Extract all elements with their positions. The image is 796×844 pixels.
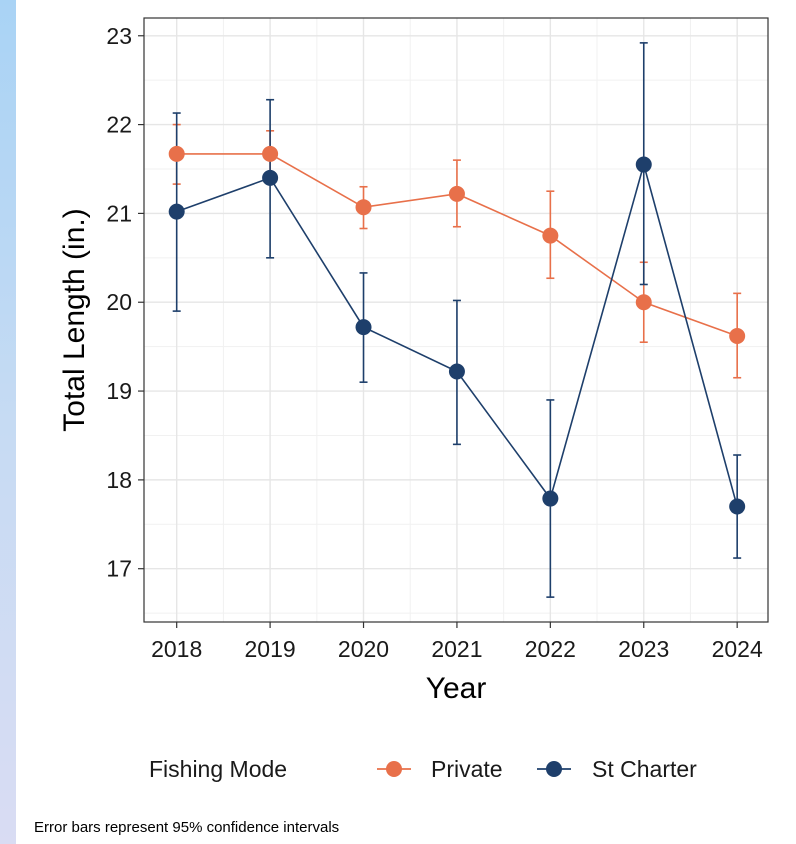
data-point-private <box>448 185 465 202</box>
data-point-private <box>729 327 746 344</box>
y-tick-label: 22 <box>106 112 132 138</box>
plot-border <box>143 17 769 623</box>
data-point-st-charter <box>355 319 372 336</box>
x-tick-label: 2021 <box>431 636 482 662</box>
legend-key-point-st-charter <box>546 761 562 777</box>
caption: Error bars represent 95% confidence inte… <box>34 819 339 836</box>
legend-label-private: Private <box>431 756 503 782</box>
legend-key-point-private <box>386 761 402 777</box>
data-points <box>168 145 746 515</box>
data-point-st-charter <box>542 490 559 507</box>
x-tick-label: 2020 <box>338 636 389 662</box>
x-tick-label: 2024 <box>712 636 763 662</box>
data-point-st-charter <box>168 203 185 220</box>
data-point-private <box>168 145 185 162</box>
data-point-private <box>542 227 559 244</box>
x-tick-label: 2023 <box>618 636 669 662</box>
legend-title: Fishing Mode <box>149 756 287 782</box>
data-point-st-charter <box>635 156 652 173</box>
data-point-st-charter <box>262 169 279 186</box>
data-point-private <box>262 145 279 162</box>
y-tick-label: 23 <box>106 23 132 49</box>
y-tick-label: 18 <box>106 467 132 493</box>
y-axis-title: Total Length (in.) <box>58 208 91 431</box>
y-axis: 17 18 19 20 21 22 23 <box>106 23 144 582</box>
legend: Fishing Mode Private St Charter <box>149 756 697 782</box>
legend-label-st-charter: St Charter <box>592 756 697 782</box>
plot-background <box>144 18 768 622</box>
x-tick-label: 2022 <box>525 636 576 662</box>
y-tick-label: 17 <box>106 556 132 582</box>
x-axis-title: Year <box>426 672 487 705</box>
grid-minor <box>144 18 768 622</box>
y-tick-label: 21 <box>106 200 132 226</box>
grid-major <box>144 18 768 622</box>
y-tick-label: 20 <box>106 289 132 315</box>
data-point-st-charter <box>448 363 465 380</box>
chart-panel: 17 18 19 20 21 22 23 2018 2019 2020 2021 2022 2023 2… <box>16 0 796 844</box>
y-tick-label: 19 <box>106 378 132 404</box>
data-point-private <box>355 199 372 216</box>
data-point-st-charter <box>729 498 746 515</box>
x-tick-label: 2019 <box>245 636 296 662</box>
x-tick-label: 2018 <box>151 636 202 662</box>
data-point-private <box>635 294 652 311</box>
x-axis: 2018 2019 2020 2021 2022 2023 2024 <box>151 622 763 662</box>
